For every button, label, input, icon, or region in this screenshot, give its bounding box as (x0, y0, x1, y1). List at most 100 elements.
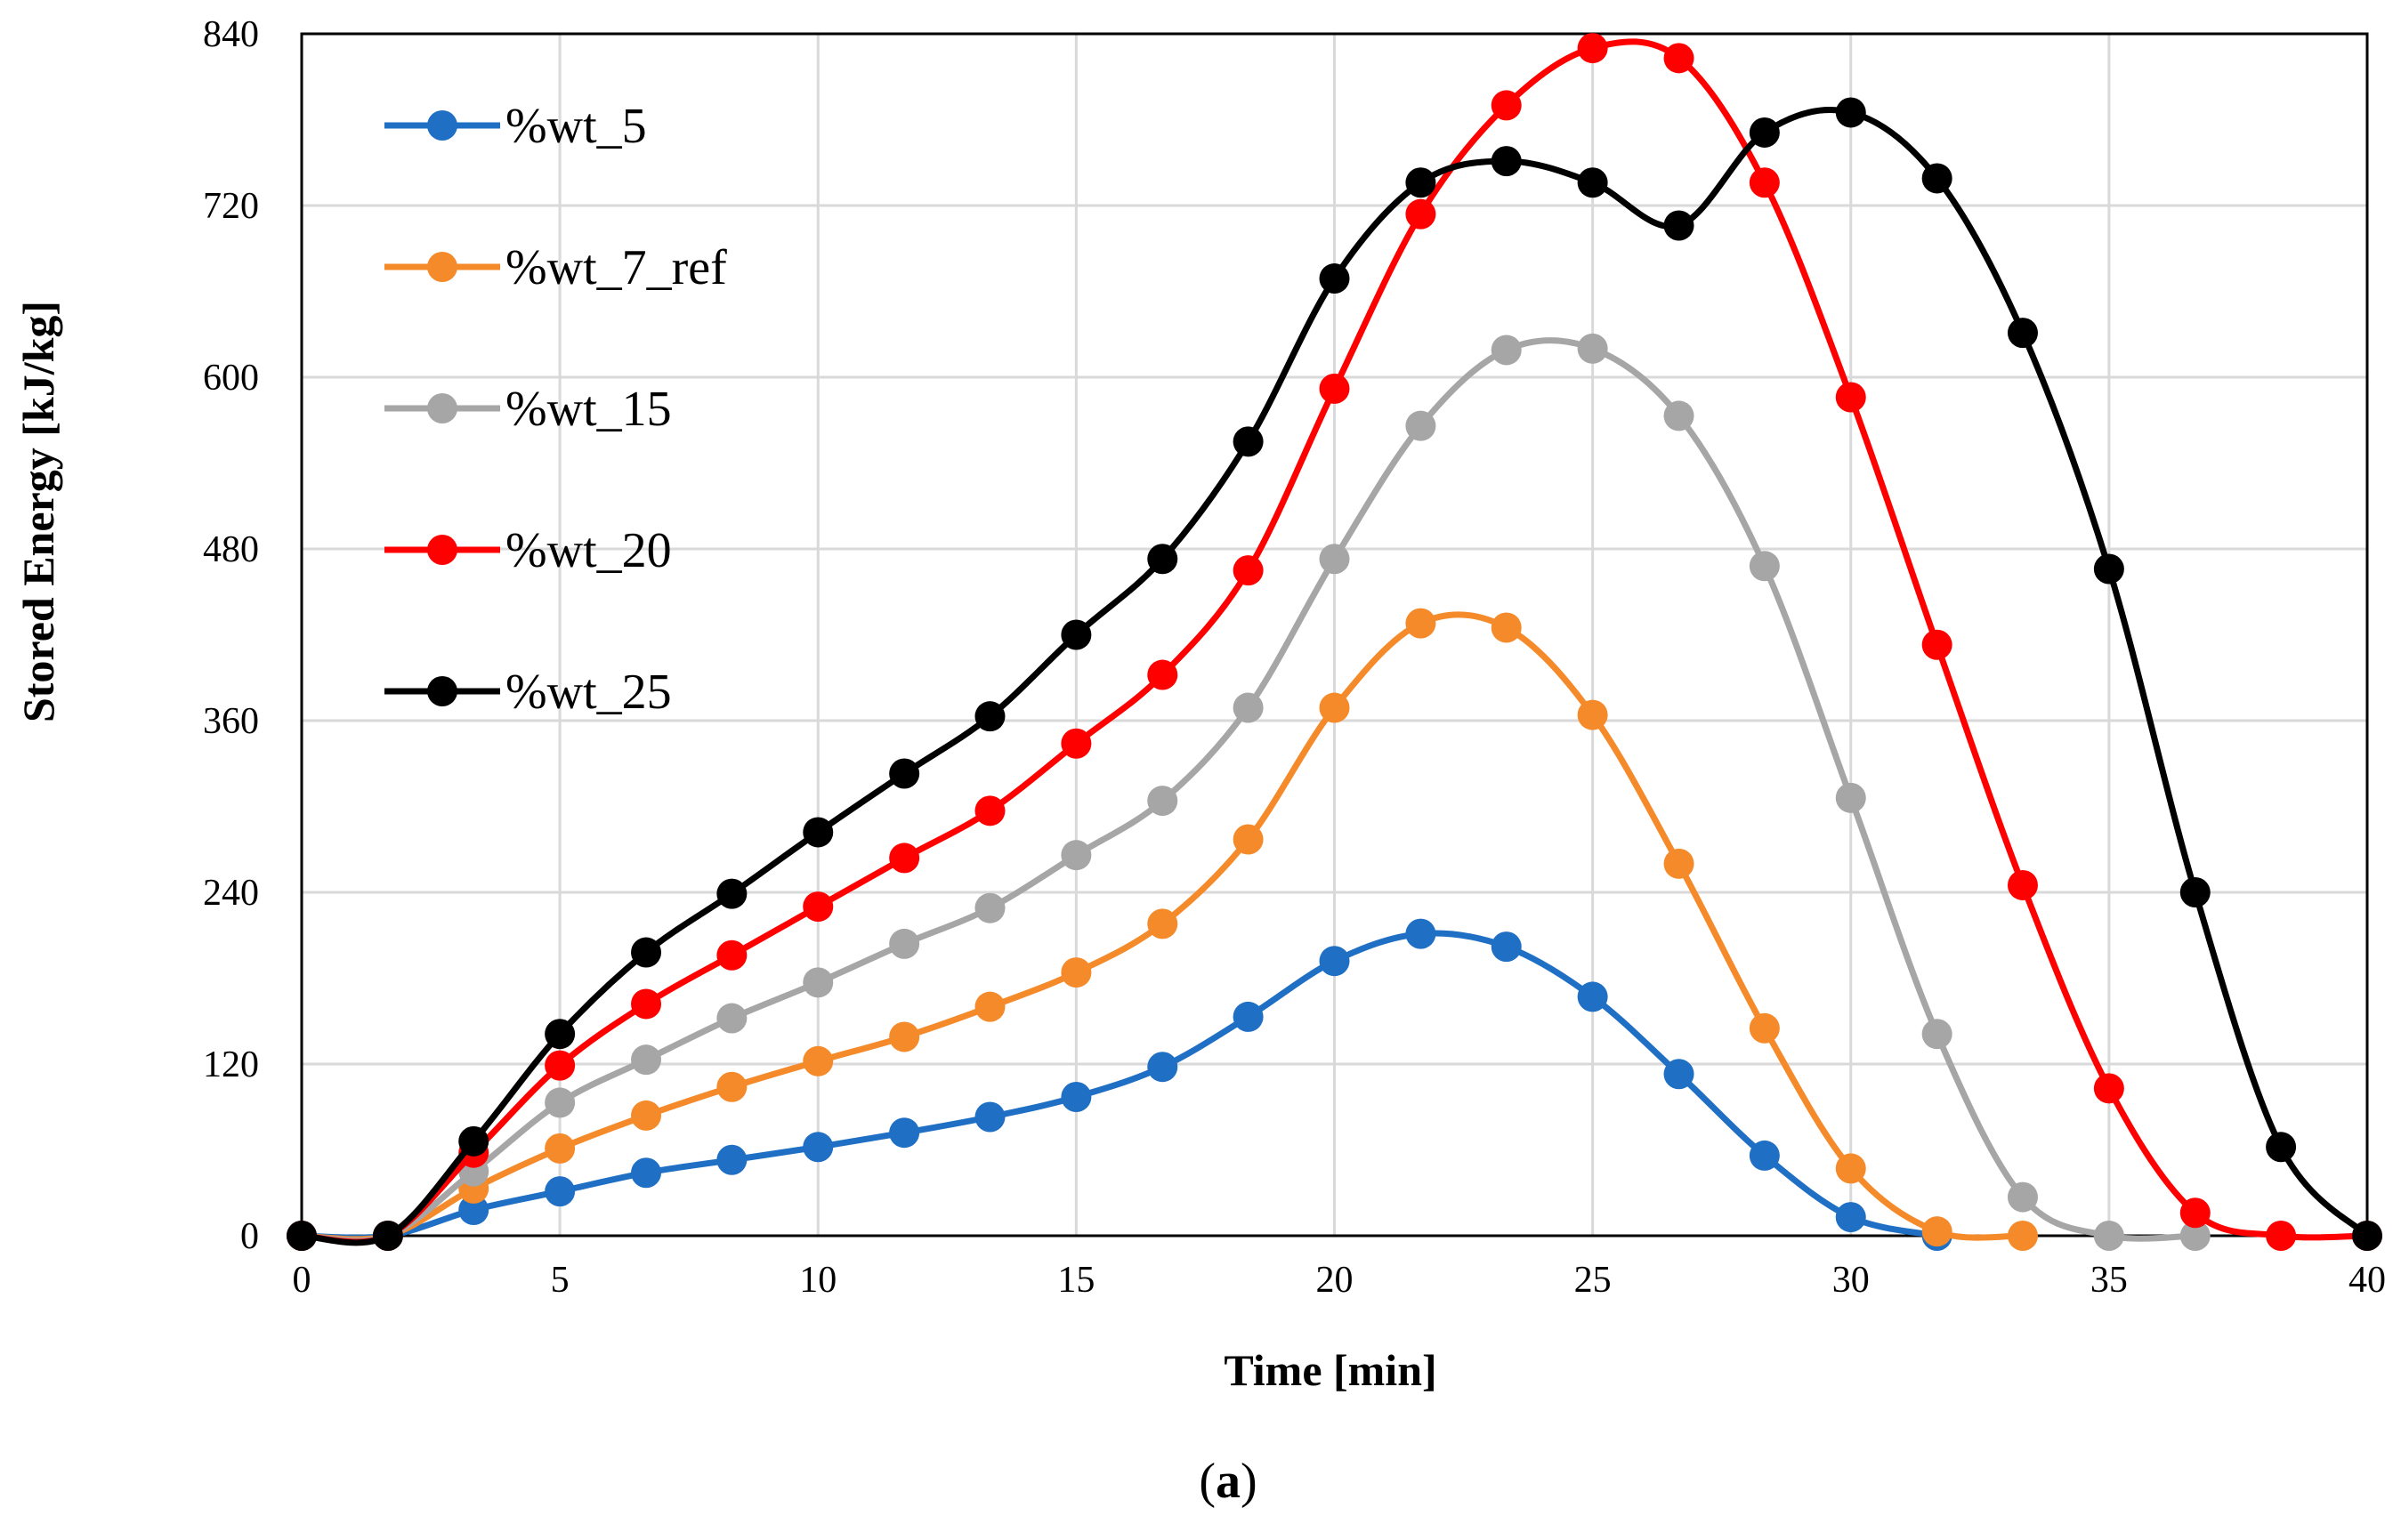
y-tick-label: 120 (203, 1044, 259, 1085)
data-point (1663, 1059, 1694, 1090)
data-point (1233, 555, 1264, 586)
data-point (2179, 1221, 2211, 1251)
y-tick-label: 240 (203, 873, 259, 914)
data-point (974, 701, 1006, 732)
legend: %wt_5 %wt_7_ref %wt_15 %wt_20 %wt_25 (384, 99, 727, 720)
data-point (1835, 382, 1866, 413)
data-point (803, 817, 834, 848)
data-point (545, 1050, 576, 1081)
data-point (716, 878, 748, 909)
y-tick-label: 360 (203, 701, 259, 742)
data-point (1319, 692, 1350, 723)
data-point (1147, 659, 1178, 690)
data-point (1147, 908, 1178, 939)
data-point (2093, 1221, 2124, 1251)
data-point (1663, 43, 1694, 74)
data-point (2093, 1073, 2124, 1104)
data-point (2266, 1132, 2297, 1163)
legend-label: %wt_7_ref (505, 240, 727, 295)
data-point (1061, 728, 1092, 759)
legend-item: %wt_15 (384, 382, 672, 437)
data-point (1921, 163, 1952, 194)
legend-label: %wt_25 (505, 665, 672, 720)
data-point (1835, 782, 1866, 813)
data-point (1061, 957, 1092, 988)
data-point (1577, 167, 1608, 198)
x-tick-label: 35 (2090, 1260, 2128, 1301)
data-point (1749, 1012, 1780, 1044)
series-%wt_25 (287, 97, 2382, 1251)
data-point (1319, 263, 1350, 294)
data-point (631, 1157, 662, 1189)
data-point (1233, 1001, 1264, 1032)
data-point (1405, 198, 1436, 230)
legend-item: %wt_5 (384, 99, 647, 154)
data-point (1491, 931, 1522, 963)
data-point (803, 1132, 834, 1163)
data-point (2007, 1221, 2038, 1251)
x-axis-title: Time [min] (1224, 1345, 1436, 1395)
data-point (1061, 619, 1092, 650)
data-point (2179, 1197, 2211, 1229)
data-point (2007, 869, 2038, 900)
x-tick-label: 25 (1574, 1260, 1612, 1301)
data-point (545, 1087, 576, 1118)
series-line (298, 337, 2199, 1244)
data-point (1577, 699, 1608, 730)
data-point (545, 1176, 576, 1207)
y-tick-label: 600 (203, 358, 259, 399)
legend-swatch-marker (427, 676, 457, 706)
x-tick-label: 5 (551, 1260, 570, 1301)
legend-item: %wt_7_ref (384, 240, 727, 295)
data-point (631, 988, 662, 1020)
legend-item: %wt_20 (384, 523, 672, 578)
plot-area-frame (300, 32, 2369, 1238)
data-point (2266, 1221, 2297, 1251)
data-point (1749, 551, 1780, 582)
data-point (889, 1021, 920, 1052)
data-point (889, 758, 920, 789)
data-point (545, 1019, 576, 1050)
caption-open-paren: ( (1199, 1454, 1216, 1509)
data-point (1749, 167, 1780, 198)
series-layer (287, 33, 2382, 1251)
caption-close-paren: ) (1241, 1454, 1257, 1509)
legend-label: %wt_20 (505, 523, 672, 578)
data-point (2179, 877, 2211, 907)
data-point (1147, 786, 1178, 817)
data-point (1319, 544, 1350, 575)
series-%wt_20 (287, 33, 2382, 1251)
data-point (1147, 1052, 1178, 1083)
series-line (298, 106, 2371, 1246)
data-point (1749, 117, 1780, 148)
x-tick-label: 0 (293, 1260, 311, 1301)
figure-caption: (a) (1199, 1454, 1257, 1509)
data-point (716, 1144, 748, 1175)
data-point (803, 967, 834, 998)
y-axis-title: Stored Energy [kJ/kg] (13, 301, 63, 722)
y-tick-label: 840 (203, 14, 259, 55)
data-point (1835, 1202, 1866, 1233)
data-point (1147, 544, 1178, 575)
data-point (631, 1044, 662, 1076)
x-tick-label: 15 (1057, 1260, 1095, 1301)
y-axis-ticks: 0 120 240 360 480 600 720 840 (203, 14, 259, 1257)
x-tick-label: 10 (799, 1260, 837, 1301)
series-%wt_15 (287, 333, 2211, 1251)
grid-lines (300, 32, 2369, 1238)
data-point (803, 891, 834, 923)
data-point (2007, 1181, 2038, 1213)
data-point (1577, 333, 1608, 364)
data-point (889, 928, 920, 959)
data-point (1921, 629, 1952, 660)
data-point (716, 1003, 748, 1034)
data-point (803, 1045, 834, 1076)
legend-swatch-marker (427, 535, 457, 565)
x-axis-ticks: 0 5 10 15 20 25 30 35 40 (293, 1260, 2387, 1301)
data-point (974, 795, 1006, 826)
data-point (1233, 426, 1264, 457)
series-%wt_5 (287, 918, 1952, 1251)
series-line (298, 611, 2026, 1243)
data-point (1921, 1216, 1952, 1247)
data-point (372, 1221, 403, 1251)
